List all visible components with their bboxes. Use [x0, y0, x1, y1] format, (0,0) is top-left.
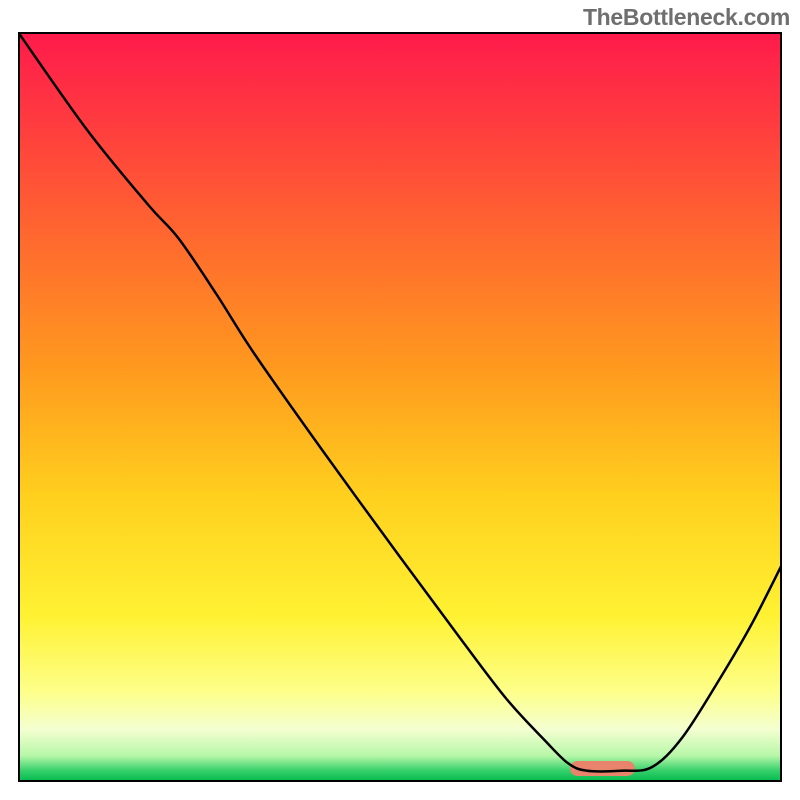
chart-container: TheBottleneck.com	[0, 0, 800, 800]
chart-plot-area	[18, 32, 782, 782]
series-layer	[18, 32, 782, 771]
bottleneck-curve	[18, 32, 782, 771]
chart-svg	[18, 32, 782, 782]
watermark-text: TheBottleneck.com	[583, 4, 790, 31]
